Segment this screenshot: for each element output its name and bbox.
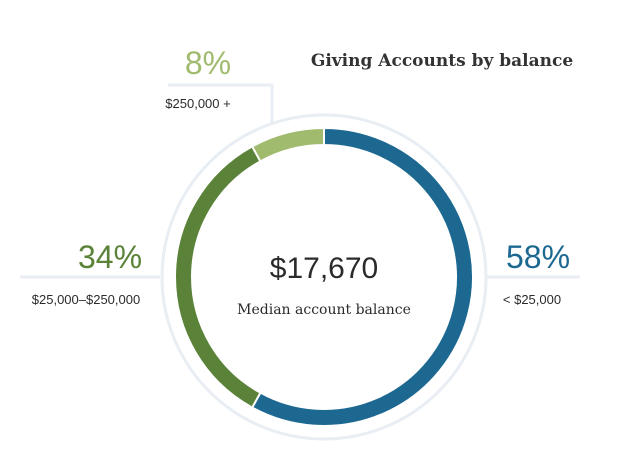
center-value: $17,670	[270, 252, 378, 285]
pct-label-over-250k: 8%	[185, 45, 231, 81]
category-label-over-250k: $250,000 +	[165, 96, 230, 111]
segment-over-250k	[250, 126, 325, 163]
pct-label-25k-250k: 34%	[78, 239, 142, 275]
outer-ring	[160, 113, 488, 441]
category-label-under-25k: < $25,000	[503, 292, 561, 307]
donut-segments	[174, 126, 474, 427]
segment-25k-250k	[174, 145, 262, 409]
chart-title: Giving Accounts by balance	[311, 51, 574, 71]
pct-label-under-25k: 58%	[506, 239, 570, 275]
center-label: Median account balance	[237, 302, 411, 318]
leader-line-over-250k	[168, 83, 274, 123]
category-label-25k-250k: $25,000–$250,000	[32, 292, 140, 307]
